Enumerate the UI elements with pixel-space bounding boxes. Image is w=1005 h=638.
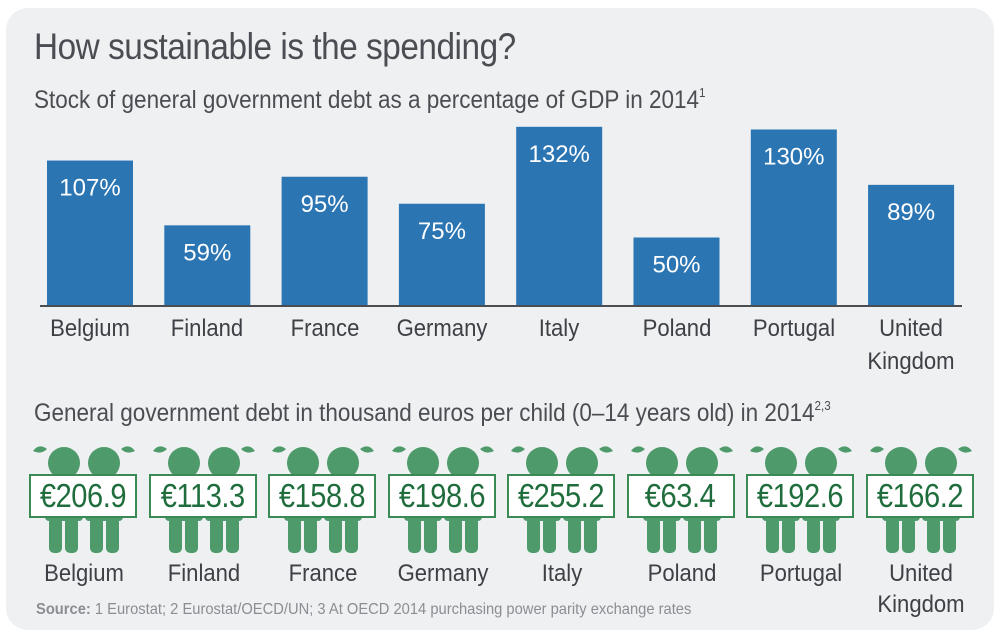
child-country-label-line: Portugal [759,560,843,587]
chart-title: How sustainable is the spending? [34,26,516,67]
bar-category-label: Poland [621,312,731,345]
child-country-label-line: United [888,560,953,587]
bar-category-label-line: Belgium [50,315,130,342]
bar-value-label: 89% [887,199,935,226]
child-debt-value: €166.2 [865,474,974,518]
bar-category-label: France [269,312,379,345]
child-debt-value: €113.3 [148,474,257,518]
bar-poland [633,237,720,305]
child-country-label-line: France [288,560,358,587]
bar-category-label: Belgium [35,312,145,345]
bar-category-label-line: Germany [396,315,488,342]
bar-value-label: 95% [301,191,349,218]
bar-category-label-line: France [290,315,359,342]
bar-belgium [47,160,133,305]
bar-category-label-line: Italy [538,315,580,342]
bar-value-label: 107% [59,175,120,202]
bar-category-label: Portugal [739,312,849,345]
child-debt-france: €158.8 [268,443,378,555]
child-debt-portugal: €192.6 [746,443,856,555]
child-country-label: Italy [502,558,622,589]
bar-chart-subtitle: Stock of general government debt as a pe… [34,85,706,115]
child-country-label-line: Finland [167,560,240,587]
bar-value-label: 50% [652,252,700,279]
footnote-marker: 2,3 [814,398,831,413]
child-country-label: Poland [622,558,742,589]
bar-value-label: 59% [183,239,231,266]
child-debt-value-text: €113.3 [160,477,245,514]
child-country-label: Finland [144,558,264,589]
child-debt-value-text: €206.9 [39,477,127,514]
source-label: Source: [36,601,91,618]
child-debt-belgium: €206.9 [29,443,139,555]
bar-value-label: 132% [529,141,590,168]
child-country-label: Belgium [24,558,144,589]
bar-category-label: Italy [504,312,614,345]
child-debt-value: €198.6 [387,474,496,518]
bar-category-label-line: Portugal [752,315,835,342]
bar-category-label-line: Kingdom [867,348,955,375]
bar-france [281,176,368,305]
bar-value-label: 75% [418,218,466,245]
child-debt-value-text: €63.4 [645,477,716,514]
child-debt-value: €255.2 [507,474,615,518]
child-country-label-line: Poland [647,560,716,587]
child-debt-italy: €255.2 [507,443,617,555]
child-country-label: Germany [383,558,503,589]
bar-italy [516,126,603,305]
bar-category-label: Germany [387,312,497,345]
child-debt-poland: €63.4 [626,443,737,555]
bar-united-kingdom [868,184,955,305]
bar-category-label-line: United [879,315,944,342]
bar-category-label-line: Finland [171,315,244,342]
child-debt-united-kingdom: €166.2 [865,443,976,555]
bar-category-label: Finland [152,312,262,345]
child-debt-value-text: €166.2 [876,477,963,514]
bar-germany [398,203,485,305]
child-country-label-line: Italy [541,560,583,587]
child-debt-value: €206.9 [29,474,137,518]
child-country-label: France [263,558,383,589]
bar-chart-subtitle-text: Stock of general government debt as a pe… [34,86,700,114]
source-note: Source: 1 Eurostat; 2 Eurostat/OECD/UN; … [36,601,691,619]
bar-category-label-line: Poland [642,315,711,342]
child-debt-value: €63.4 [626,474,735,518]
child-debt-germany: €198.6 [387,443,498,555]
child-debt-value-text: €198.6 [398,477,485,514]
child-debt-value: €158.8 [268,474,376,518]
child-country-label: United Kingdom [861,558,981,620]
child-debt-finland: €113.3 [148,443,259,555]
child-debt-value: €192.6 [746,474,854,518]
child-country-label-line: Kingdom [876,591,965,618]
bar-portugal [750,129,837,305]
debt-gdp-bar-chart: 107% 59% 95% 75% 132% 50% 130% 89% [40,126,962,307]
footnote-marker: 1 [699,85,706,100]
bar-finland [164,225,251,305]
bar-value-label: 130% [763,144,824,171]
child-country-label: Portugal [741,558,861,589]
per-child-subtitle-text: General government debt in thousand euro… [34,399,815,427]
source-text: 1 Eurostat; 2 Eurostat/OECD/UN; 3 At OEC… [90,601,692,618]
bar-category-label: United Kingdom [856,312,966,378]
per-child-subtitle: General government debt in thousand euro… [34,398,831,428]
child-debt-value-text: €158.8 [278,477,366,514]
child-country-label-line: Germany [397,560,488,587]
child-debt-value-text: €192.6 [756,477,844,514]
child-debt-value-text: €255.2 [517,477,605,514]
child-country-label-line: Belgium [44,560,124,587]
